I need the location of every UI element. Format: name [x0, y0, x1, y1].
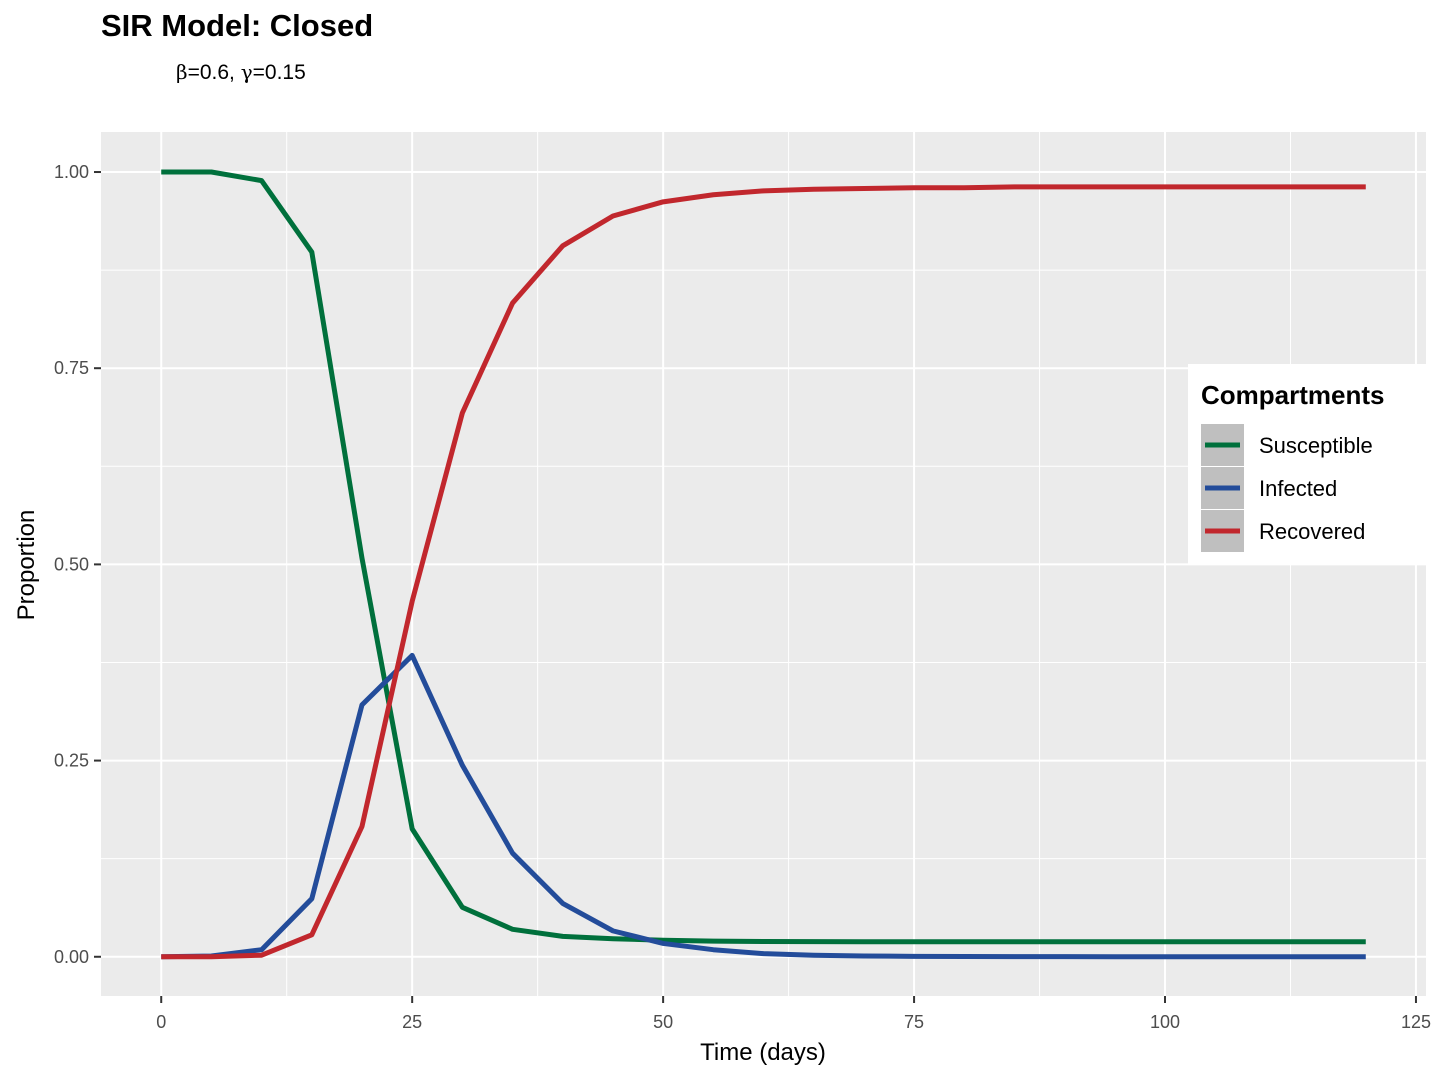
series-line-susceptible — [161, 169, 1366, 945]
y-tick-label: 1.00 — [54, 162, 89, 182]
legend-item-susceptible: Susceptible — [1201, 424, 1373, 466]
legend-items: Susceptible Infected Recovered — [1201, 424, 1373, 552]
y-tick-label: 0.50 — [54, 554, 89, 574]
y-tick-label: 0.00 — [54, 947, 89, 967]
x-axis: 0 25 50 75 100 125 — [156, 996, 1431, 1032]
legend-title: Compartments — [1201, 380, 1384, 410]
y-axis-title: Proportion — [13, 510, 40, 621]
legend-item-recovered: Recovered — [1201, 510, 1365, 552]
x-tick-label: 0 — [156, 1012, 166, 1032]
series-line-infected — [161, 652, 1366, 960]
x-tick-label: 125 — [1401, 1012, 1431, 1032]
series-lines — [161, 169, 1366, 960]
beta-symbol: β — [176, 60, 188, 84]
legend-label: Susceptible — [1259, 433, 1373, 458]
x-axis-title: Time (days) — [700, 1039, 826, 1066]
x-tick-label: 100 — [1150, 1012, 1180, 1032]
x-tick-label: 25 — [402, 1012, 422, 1032]
beta-value: =0.6, — [187, 61, 235, 84]
x-tick-label: 75 — [904, 1012, 924, 1032]
x-tick-label: 50 — [653, 1012, 673, 1032]
chart-title: SIR Model: Closed — [101, 8, 374, 43]
y-tick-label: 0.25 — [54, 751, 89, 771]
chart-subtitle: β=0.6, γ=0.15 — [176, 60, 306, 85]
y-axis: 0.00 0.25 0.50 0.75 1.00 — [54, 162, 101, 967]
gamma-symbol: γ — [240, 60, 253, 84]
y-tick-label: 0.75 — [54, 358, 89, 378]
legend: Compartments Susceptible Infected Recovere… — [1188, 364, 1428, 564]
gamma-value: =0.15 — [252, 61, 306, 84]
legend-label: Infected — [1259, 476, 1337, 501]
legend-label: Recovered — [1259, 519, 1365, 544]
legend-item-infected: Infected — [1201, 467, 1337, 509]
series-line-recovered — [161, 184, 1366, 960]
